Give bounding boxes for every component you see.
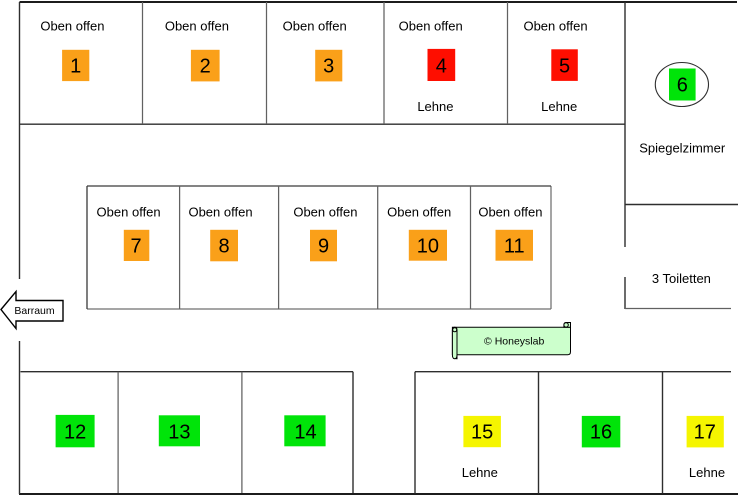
svg-text:© Honeyslab: © Honeyslab [484, 335, 544, 347]
svg-text:13: 13 [168, 421, 190, 443]
svg-text:1: 1 [70, 56, 81, 78]
svg-text:14: 14 [294, 421, 316, 443]
svg-text:4: 4 [436, 56, 447, 78]
svg-text:Oben offen: Oben offen [478, 205, 542, 220]
svg-text:Oben offen: Oben offen [293, 205, 357, 220]
svg-text:Barraum: Barraum [14, 305, 55, 317]
svg-text:Lehne: Lehne [541, 99, 577, 114]
svg-text:16: 16 [590, 421, 612, 443]
svg-text:10: 10 [417, 236, 439, 258]
svg-text:Lehne: Lehne [462, 465, 498, 480]
svg-text:8: 8 [219, 236, 230, 258]
svg-text:9: 9 [318, 236, 329, 258]
svg-text:Oben offen: Oben offen [399, 18, 463, 33]
svg-text:5: 5 [559, 56, 570, 78]
svg-text:11: 11 [504, 236, 525, 258]
svg-text:7: 7 [131, 236, 142, 258]
svg-text:Oben offen: Oben offen [97, 205, 161, 220]
svg-text:Oben offen: Oben offen [188, 205, 252, 220]
svg-text:Lehne: Lehne [417, 99, 453, 114]
svg-text:3: 3 [323, 56, 334, 78]
svg-text:3 Toiletten: 3 Toiletten [652, 271, 711, 286]
svg-text:15: 15 [471, 421, 493, 443]
svg-text:Oben offen: Oben offen [387, 205, 451, 220]
svg-text:Oben offen: Oben offen [283, 18, 347, 33]
svg-text:Lehne: Lehne [689, 465, 725, 480]
svg-text:Oben offen: Oben offen [523, 18, 587, 33]
svg-text:Spiegelzimmer: Spiegelzimmer [639, 141, 726, 156]
svg-text:2: 2 [200, 56, 211, 78]
svg-text:12: 12 [64, 421, 86, 443]
svg-text:6: 6 [677, 75, 688, 97]
svg-text:Oben offen: Oben offen [40, 18, 104, 33]
svg-text:Oben offen: Oben offen [165, 18, 229, 33]
svg-text:17: 17 [694, 421, 716, 443]
